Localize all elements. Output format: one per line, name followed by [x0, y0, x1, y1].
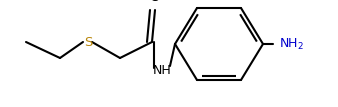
Text: O: O: [149, 0, 159, 4]
Text: NH: NH: [153, 63, 171, 77]
Text: S: S: [84, 36, 92, 48]
Text: NH$_2$: NH$_2$: [279, 36, 304, 52]
